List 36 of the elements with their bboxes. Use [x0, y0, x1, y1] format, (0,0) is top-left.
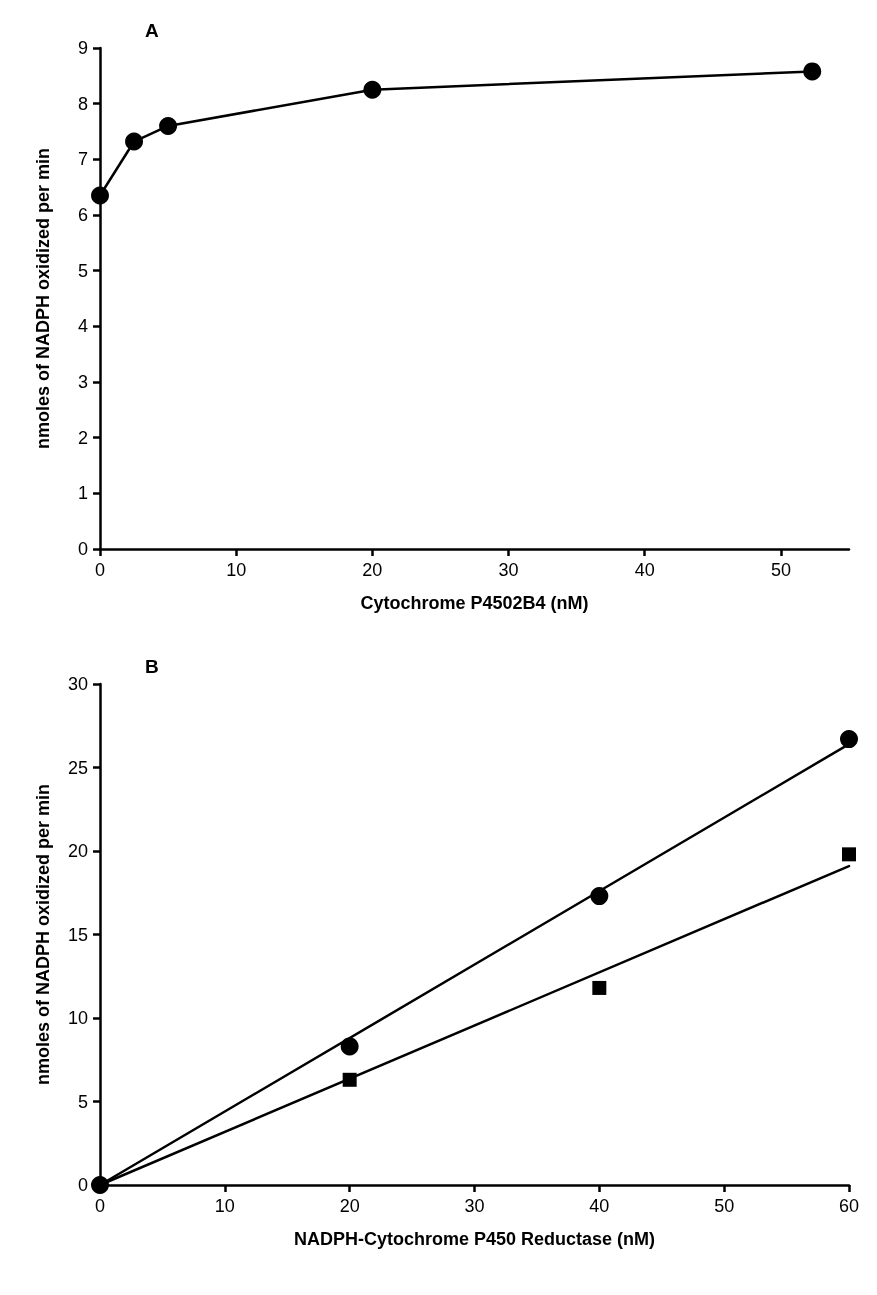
y-tick-label: 10 [67, 1008, 88, 1028]
y-tick-label: 30 [67, 674, 88, 694]
x-tick-label: 0 [94, 1196, 106, 1216]
y-tick-label: 1 [77, 483, 88, 504]
x-tick-label: 30 [498, 560, 519, 580]
x-axis-title: Cytochrome P4502B4 (nM) [360, 593, 589, 613]
y-tick-label: 5 [77, 260, 88, 281]
y-axis-title: nmoles of NADPH oxidized per min [33, 783, 53, 1086]
y-tick-label: 4 [77, 316, 88, 337]
x-tick-label: 10 [226, 560, 247, 580]
x-tick-label: 30 [464, 1196, 485, 1216]
y-tick-label: 2 [77, 427, 88, 448]
y-tick-label: 7 [77, 149, 88, 170]
x-tick-label: 10 [214, 1196, 235, 1216]
y-tick-label: 9 [77, 38, 88, 58]
y-tick-label: 3 [77, 372, 88, 392]
chart-title: A [145, 20, 159, 41]
x-tick-label: 50 [714, 1196, 735, 1216]
y-tick-label: 25 [67, 757, 88, 778]
y-tick-label: 15 [67, 924, 88, 945]
x-tick-label: 40 [634, 560, 655, 580]
x-tick-label: 20 [339, 1196, 360, 1216]
y-axis-title: nmoles of NADPH oxidized per min [33, 147, 53, 450]
y-tick-label: 6 [77, 205, 88, 225]
x-tick-label: 60 [838, 1196, 860, 1216]
x-axis-title: NADPH-Cytochrome P450 Reductase (nM) [293, 1229, 656, 1249]
x-tick-label: 20 [362, 560, 383, 580]
y-tick-label: 0 [77, 1175, 88, 1195]
x-tick-label: 0 [94, 560, 106, 580]
x-tick-label: 50 [770, 560, 791, 580]
x-tick-label: 40 [589, 1196, 610, 1216]
chart-title: B [145, 656, 159, 677]
y-tick-label: 5 [77, 1091, 88, 1112]
y-tick-label: 8 [77, 93, 88, 114]
y-tick-label: 20 [67, 841, 88, 861]
y-tick-label: 0 [77, 539, 88, 559]
